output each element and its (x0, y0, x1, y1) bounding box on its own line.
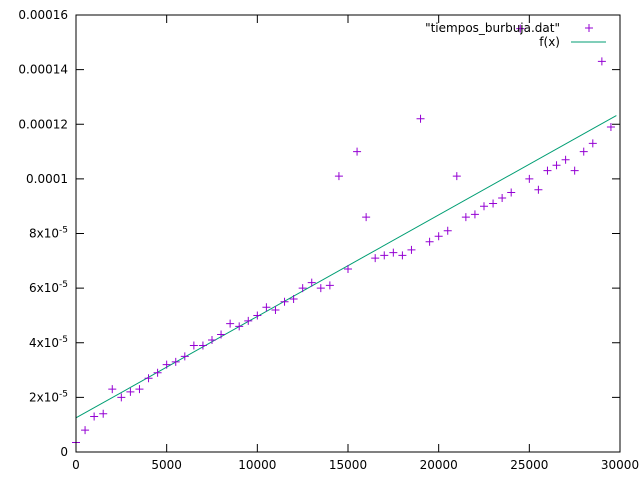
data-point (561, 155, 570, 164)
x-tick-label: 25000 (510, 458, 548, 472)
data-point (534, 185, 543, 194)
y-tick-label: 0.00016 (18, 8, 68, 22)
data-point (461, 213, 470, 222)
data-point (244, 316, 253, 325)
data-point (126, 387, 135, 396)
data-point (162, 360, 171, 369)
legend-label-data: "tiempos_burbuja.dat" (425, 21, 560, 35)
data-point (90, 412, 99, 421)
plot-frame (75, 14, 621, 453)
data-point (325, 281, 334, 290)
data-point (480, 202, 488, 211)
data-point (588, 139, 597, 148)
data-point (434, 232, 443, 241)
y-tick-label: 6x10-5 (29, 280, 68, 295)
data-point (353, 147, 362, 156)
legend-plus-marker (585, 24, 593, 32)
data-point (389, 248, 398, 257)
x-tick-label: 10000 (238, 458, 276, 472)
axis-ticks: 0 5000 10000 15000 20000 25000 30000 0 2x10-5 4x1… (18, 8, 639, 472)
data-point (226, 319, 235, 328)
data-point (262, 303, 271, 312)
data-point (289, 295, 298, 304)
data-point (398, 251, 407, 260)
data-point (253, 311, 262, 320)
data-point (208, 336, 216, 345)
data-point (316, 284, 325, 293)
x-tick-label: 0 (72, 458, 80, 472)
data-point (425, 237, 434, 246)
x-tick-label: 15000 (329, 458, 367, 472)
data-point (579, 147, 588, 156)
y-tick-label: 0.00012 (18, 117, 68, 131)
x-tick-label: 5000 (151, 458, 182, 472)
data-point (407, 245, 416, 254)
data-point (144, 374, 153, 383)
data-point (189, 341, 198, 350)
data-point (81, 426, 90, 435)
data-point (380, 251, 389, 260)
data-point (180, 352, 189, 361)
data-point (416, 114, 425, 123)
data-point (507, 188, 516, 197)
y-tick-label: 0.00014 (18, 63, 68, 77)
data-point (217, 330, 226, 339)
data-point (307, 278, 316, 287)
data-point (543, 166, 552, 175)
y-tick-label: 8x10-5 (29, 226, 68, 241)
data-point (597, 57, 606, 66)
y-tick-label: 2x10-5 (29, 389, 68, 404)
x-tick-label: 30000 (601, 458, 639, 472)
legend-marker-data (585, 24, 593, 32)
data-point (108, 385, 117, 394)
data-point (271, 305, 280, 314)
data-point (198, 341, 207, 350)
y-tick-label: 0 (60, 445, 68, 459)
data-point (570, 166, 579, 175)
data-point (452, 172, 461, 181)
data-point (334, 172, 343, 181)
y-tick-label: 4x10-5 (29, 335, 68, 350)
data-point (525, 174, 534, 183)
data-point (489, 199, 498, 208)
fit-line-layer (75, 115, 617, 419)
x-tick-label: 20000 (420, 458, 458, 472)
legend-label-fit: f(x) (539, 35, 560, 49)
data-point (371, 254, 380, 263)
data-point (99, 409, 108, 418)
fit-line (75, 115, 617, 419)
data-point (135, 385, 144, 394)
data-point (362, 213, 371, 222)
data-point (498, 193, 507, 202)
data-point (280, 297, 289, 306)
data-point (552, 161, 561, 170)
y-tick-label: 0.0001 (26, 172, 68, 186)
data-point (516, 24, 525, 33)
data-point (117, 393, 126, 402)
data-point (153, 368, 162, 377)
data-point (443, 226, 452, 235)
data-point (235, 322, 244, 331)
data-points-layer (72, 24, 615, 447)
data-point (298, 284, 307, 293)
data-point (606, 122, 615, 131)
data-point (344, 265, 352, 274)
data-point (171, 357, 180, 366)
data-point (470, 210, 479, 219)
legend: "tiempos_burbuja.dat" f(x) (425, 21, 606, 49)
